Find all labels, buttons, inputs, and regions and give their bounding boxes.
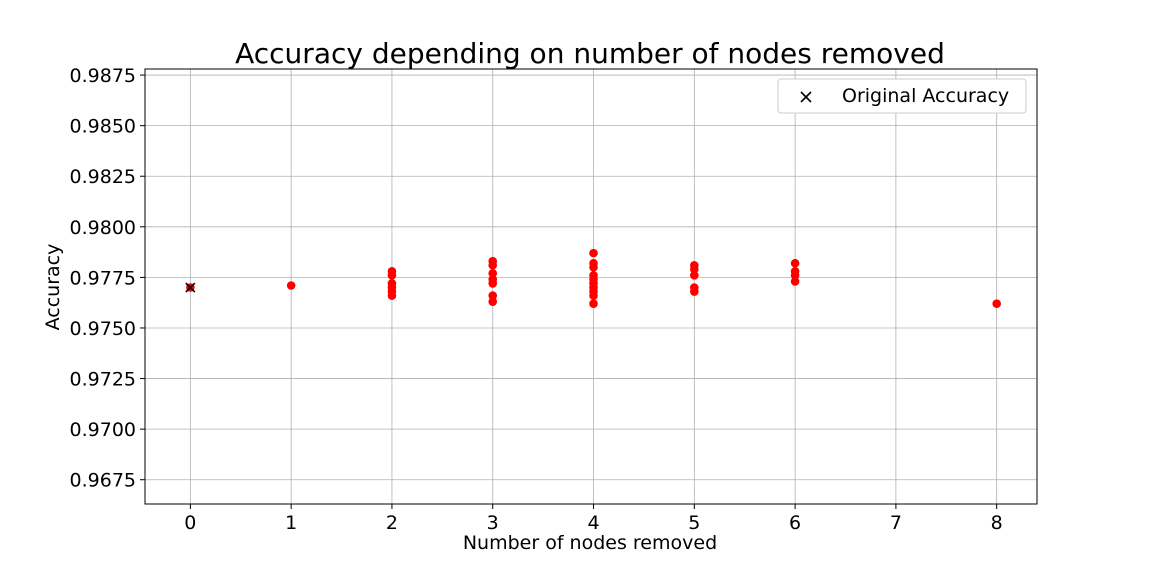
x-axis-label: Number of nodes removed (463, 532, 717, 554)
x-tick-label: 7 (890, 512, 902, 534)
legend-box (777, 78, 1027, 114)
x-tick-label: 8 (991, 512, 1003, 534)
x-tick-label: 3 (487, 512, 499, 534)
y-tick-label: 0.9850 (70, 116, 136, 138)
y-tick-label: 0.9725 (70, 369, 136, 391)
y-tick-label: 0.9750 (70, 318, 136, 340)
legend: Original Accuracy (777, 78, 1027, 114)
x-tick-label: 4 (587, 512, 599, 534)
y-tick-label: 0.9675 (70, 470, 136, 492)
data-point (690, 265, 699, 274)
x-tick-label: 6 (789, 512, 801, 534)
data-point (690, 287, 699, 296)
data-point (387, 291, 397, 300)
x-tick-label: 0 (184, 512, 196, 534)
data-point (790, 258, 800, 268)
y-tick-label: 0.9775 (70, 267, 136, 289)
data-point (992, 299, 1001, 308)
data-point (790, 271, 800, 280)
data-point (488, 260, 498, 270)
y-axis-label: Accuracy (42, 244, 64, 331)
y-tick-label: 0.9700 (70, 419, 136, 441)
chart-title: Accuracy depending on number of nodes re… (235, 37, 945, 70)
y-tick-label: 0.9800 (70, 217, 136, 239)
data-point (286, 281, 296, 290)
data-point (488, 297, 498, 306)
y-tick-label: 0.9875 (70, 65, 136, 87)
data-point (488, 291, 498, 300)
plot-area-frame (144, 68, 1038, 505)
x-tick-label: 5 (688, 512, 700, 534)
x-axis-ticks: 0 1 2 3 4 5 6 7 8 (184, 504, 1003, 534)
data-point (589, 248, 598, 258)
y-tick-label: 0.9825 (70, 166, 136, 188)
data-point (690, 271, 699, 280)
x-tick-label: 1 (285, 512, 297, 534)
original-accuracy-point (185, 282, 196, 293)
legend-label-original-accuracy: Original Accuracy (842, 85, 1009, 107)
data-point (488, 269, 498, 278)
data-point (589, 262, 598, 272)
data-point (790, 277, 800, 286)
data-point (589, 291, 598, 300)
legend-x-marker-icon (800, 91, 812, 103)
data-points (185, 248, 1001, 308)
data-point (387, 271, 397, 280)
data-point (589, 299, 598, 308)
y-axis-ticks: 0.9675 0.9700 0.9725 0.9750 0.9775 0.9800 0.98… (70, 65, 145, 492)
x-tick-label: 2 (386, 512, 398, 534)
data-point (488, 279, 498, 288)
